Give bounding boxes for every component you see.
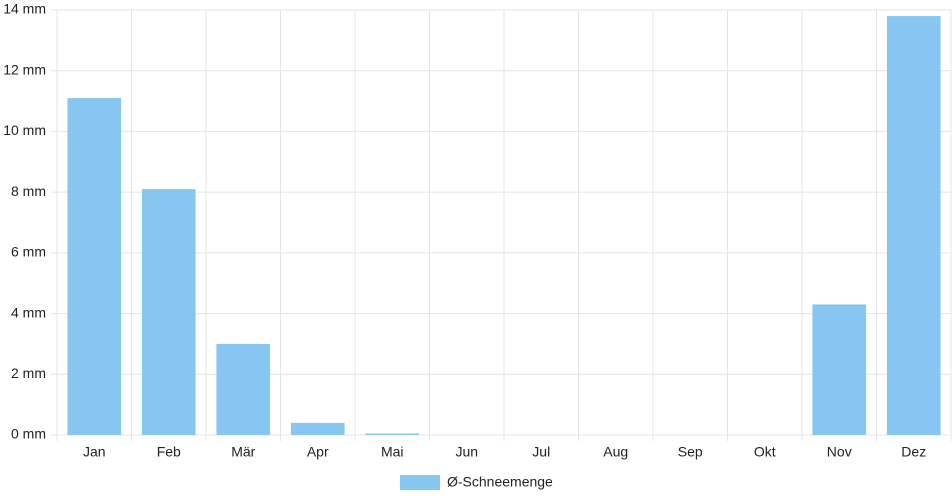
x-tick-label: Mär xyxy=(231,444,255,460)
bar xyxy=(886,16,941,435)
y-tick-label: 12 mm xyxy=(3,61,46,77)
x-tick-label: Jan xyxy=(83,444,106,460)
x-tick-label: Apr xyxy=(307,444,329,460)
y-tick-label: 6 mm xyxy=(11,244,46,260)
x-tick-label: Mai xyxy=(381,444,404,460)
y-tick-label: 10 mm xyxy=(3,122,46,138)
x-tick-label: Sep xyxy=(678,444,703,460)
y-tick-label: 4 mm xyxy=(11,304,46,320)
legend-swatch xyxy=(400,475,440,490)
x-tick-label: Nov xyxy=(827,444,852,460)
bar xyxy=(67,98,122,436)
bar xyxy=(365,433,420,435)
x-tick-label: Dez xyxy=(901,444,926,460)
y-tick-label: 14 mm xyxy=(3,1,46,17)
bar xyxy=(216,343,271,435)
legend-label: Ø-Schneemenge xyxy=(447,474,553,490)
x-tick-label: Jul xyxy=(532,444,550,460)
y-tick-label: 8 mm xyxy=(11,183,46,199)
x-tick-label: Okt xyxy=(754,444,776,460)
bar xyxy=(812,304,867,435)
bar xyxy=(141,189,196,435)
y-tick-label: 2 mm xyxy=(11,365,46,381)
x-tick-label: Jun xyxy=(455,444,478,460)
x-tick-label: Aug xyxy=(603,444,628,460)
y-tick-label: 0 mm xyxy=(11,426,46,442)
bar xyxy=(290,422,345,435)
x-tick-label: Feb xyxy=(157,444,181,460)
